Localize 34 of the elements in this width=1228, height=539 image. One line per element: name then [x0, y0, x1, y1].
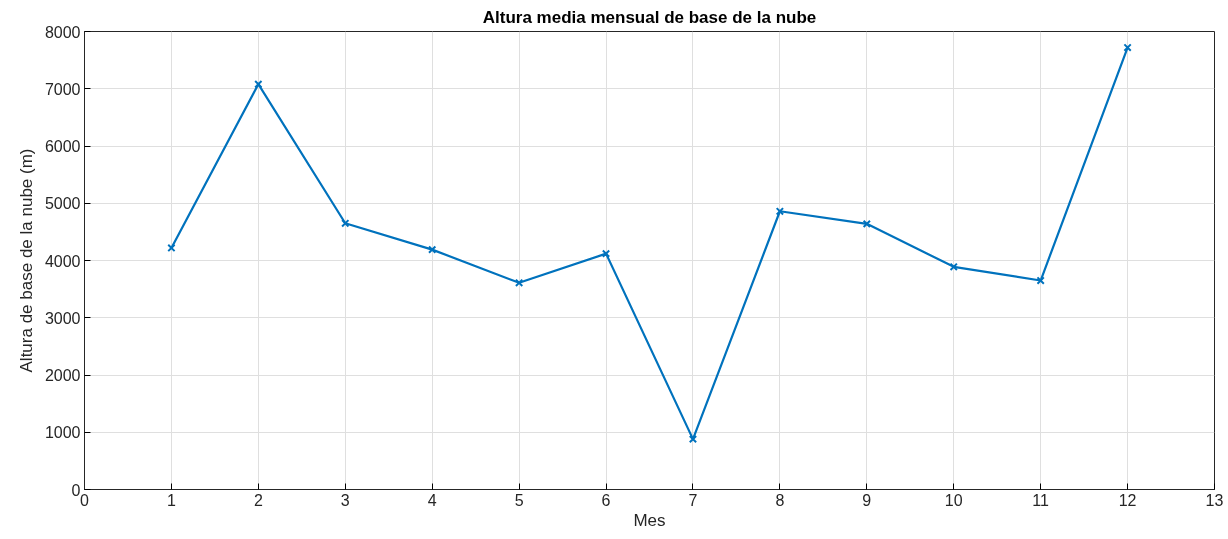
y-axis-title: Altura de base de la nube (m)	[16, 148, 36, 373]
x-tick-label: 5	[514, 491, 524, 509]
point	[428, 245, 437, 254]
point	[688, 434, 698, 444]
x-axis-title: Mes	[633, 510, 666, 530]
x-tick-label: 1	[166, 491, 176, 509]
point	[341, 219, 350, 228]
y-tick-label: 1000	[44, 424, 81, 442]
point	[775, 207, 785, 216]
x-tick-label: 7	[688, 491, 698, 509]
y-tick-label: 2000	[44, 367, 81, 384]
point	[514, 278, 524, 288]
x-tick-label: 3	[340, 491, 350, 509]
y-tick-label: 8000	[44, 23, 81, 41]
y-tick-label: 3000	[44, 309, 81, 327]
point	[1036, 276, 1045, 285]
point	[601, 249, 611, 258]
x-tick-label: 12	[1118, 491, 1137, 509]
point	[862, 219, 871, 229]
x-tick-label: 8	[775, 491, 785, 509]
x-tick-label: 4	[427, 491, 437, 509]
y-tick-label: 5000	[44, 195, 81, 213]
x-tick-label: 10	[944, 491, 963, 509]
point	[254, 79, 263, 89]
x-tick-label: 6	[601, 491, 611, 509]
y-tick-label: 6000	[44, 138, 81, 155]
x-tick-label: 13	[1205, 491, 1224, 509]
x-tick-label: 2	[253, 491, 263, 509]
chart-title: Altura media mensual de base de la nube	[482, 7, 817, 27]
point	[1123, 43, 1132, 52]
x-tick-label: 11	[1032, 491, 1050, 509]
y-tick-label: 4000	[44, 252, 81, 270]
x-tick-label: 9	[862, 491, 872, 509]
y-tick-label: 7000	[44, 80, 81, 98]
